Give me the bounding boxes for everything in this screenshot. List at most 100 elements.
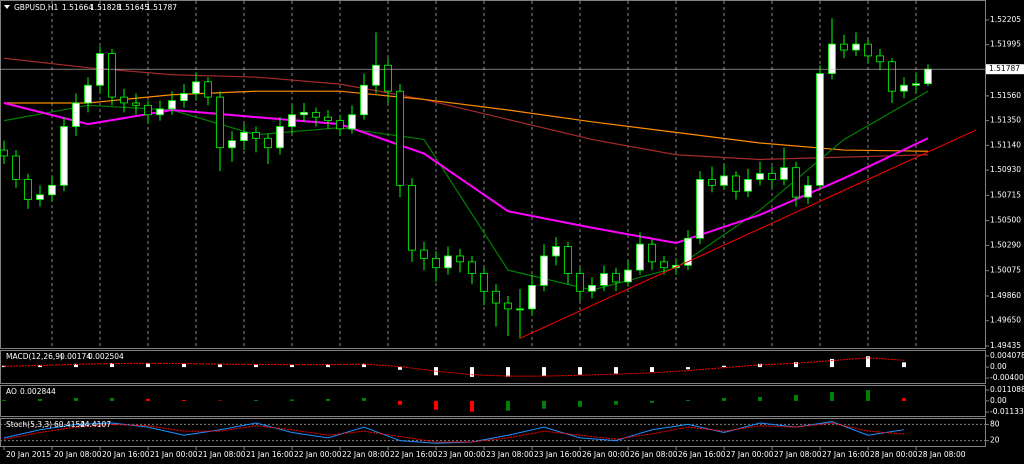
candle-body <box>204 81 212 98</box>
x-tick-label: 23 Jan 00:00 <box>438 450 486 459</box>
ao-value: 0.002844 <box>20 387 56 396</box>
candle-body <box>24 179 32 200</box>
candle-body <box>108 53 116 98</box>
y-tick-label: 1.51560 <box>990 91 1021 100</box>
price-tag <box>986 64 1024 75</box>
stoch-main-value: 60.4152 <box>54 420 85 429</box>
x-tick-label: 27 Jan 16:00 <box>822 450 870 459</box>
candle-body <box>360 84 368 116</box>
ao-bar <box>542 400 546 409</box>
x-tick-label: 28 Jan 00:00 <box>870 450 918 459</box>
ao-bar <box>74 397 78 401</box>
y-tick-label: 0.004078 <box>990 351 1024 360</box>
moving-average <box>3 57 929 161</box>
candle-body <box>792 167 800 198</box>
trend-line <box>519 129 977 339</box>
macd-bar <box>614 367 618 374</box>
y-tick-label: 1.50715 <box>990 190 1021 199</box>
y-tick-label: 1.49650 <box>990 316 1021 325</box>
ao-bar <box>290 399 294 401</box>
candle-body <box>564 246 572 275</box>
x-tick-label: 26 Jan 16:00 <box>678 450 726 459</box>
macd-bar <box>470 367 474 377</box>
ao-bar <box>830 392 834 401</box>
ao-bar <box>506 400 510 411</box>
candle-body <box>588 284 596 292</box>
candle-body <box>504 302 512 310</box>
ao-label: AO <box>6 387 17 396</box>
candle-body <box>120 96 128 104</box>
ao-bar <box>254 399 258 401</box>
candle-body <box>324 116 332 122</box>
candle-body <box>288 114 296 127</box>
candle-body <box>336 120 344 130</box>
candle-body <box>852 43 860 51</box>
ao-bar <box>110 397 114 401</box>
candle-body <box>444 255 452 269</box>
x-tick-label: 26 Jan 00:00 <box>582 450 630 459</box>
candle-body <box>60 126 68 186</box>
ao-bar <box>398 400 402 405</box>
x-tick-label: 22 Jan 16:00 <box>390 450 438 459</box>
header-open: 1.51664 <box>62 3 93 12</box>
y-tick-label: 0.011088 <box>990 385 1024 394</box>
macd-value: 0.00174 <box>60 352 91 361</box>
macd-bar <box>326 364 330 368</box>
y-tick-label: 20 <box>990 436 1000 445</box>
candle-body <box>156 108 164 116</box>
ao-bar <box>326 398 330 401</box>
macd-bar <box>290 364 294 368</box>
macd-bar <box>506 367 510 377</box>
ao-bar <box>146 398 150 401</box>
candle-body <box>468 261 476 275</box>
candle-body <box>732 175 740 192</box>
x-tick-label: 21 Jan 16:00 <box>246 450 294 459</box>
candle-body <box>864 43 872 57</box>
macd-bar <box>578 367 582 375</box>
macd-bar <box>74 363 78 368</box>
macd-signal-value: 0.002504 <box>88 352 124 361</box>
candle-body <box>396 90 404 186</box>
stoch-main <box>3 421 905 444</box>
candle-body <box>912 83 920 86</box>
candle-body <box>696 179 704 239</box>
candle-body <box>660 261 668 269</box>
candle-body <box>48 184 56 196</box>
y-tick-label: -0.004005 <box>990 373 1024 382</box>
macd-bar <box>902 362 906 368</box>
x-tick-label: 27 Jan 08:00 <box>774 450 822 459</box>
ao-bar <box>614 400 618 405</box>
candle-body <box>480 273 488 292</box>
macd-bar <box>398 367 402 370</box>
ao-bar <box>578 400 582 407</box>
candle-body <box>264 137 272 149</box>
candle-body <box>768 173 776 180</box>
candle-body <box>420 249 428 259</box>
candle-body <box>240 131 248 142</box>
ao-bar <box>686 399 690 401</box>
header-low: 1.51645 <box>118 3 149 12</box>
candle-body <box>348 114 356 130</box>
macd-bar <box>2 365 6 368</box>
y-tick-label: 1.51140 <box>990 140 1021 149</box>
candle-body <box>180 93 188 102</box>
candle-body <box>408 184 416 251</box>
candle-body <box>492 290 500 304</box>
candle-body <box>144 104 152 116</box>
menu-arrow[interactable] <box>4 5 10 9</box>
x-tick-label: 21 Jan 00:00 <box>150 450 198 459</box>
candle-body <box>816 73 824 186</box>
stoch-signal-value: 44.4107 <box>80 420 111 429</box>
candle-body <box>756 173 764 180</box>
y-tick-label: 1.52205 <box>990 15 1021 24</box>
ao-bar <box>38 398 42 401</box>
x-tick-label: 20 Jan 08:00 <box>54 450 102 459</box>
candle-body <box>540 255 548 286</box>
candle-body <box>372 64 380 86</box>
ao-bar <box>434 400 438 410</box>
x-tick-label: 21 Jan 08:00 <box>198 450 246 459</box>
macd-bar <box>182 363 186 368</box>
x-tick-label: 23 Jan 08:00 <box>486 450 534 459</box>
macd-bar <box>38 364 42 368</box>
